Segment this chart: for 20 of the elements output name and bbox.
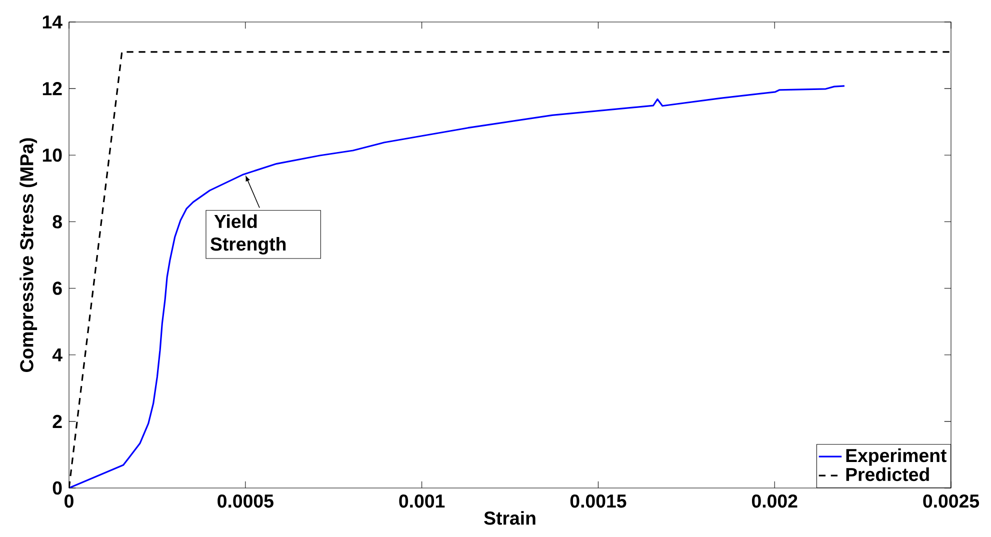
y-tick-label: 4 bbox=[52, 348, 62, 362]
y-tick-label: 6 bbox=[52, 282, 62, 295]
y-tick-label: 2 bbox=[52, 414, 62, 428]
y-tick-label: 0 bbox=[52, 481, 62, 495]
x-tick-label: 0.0015 bbox=[570, 494, 626, 508]
line-series bbox=[69, 85, 846, 488]
legend-label: Predicted bbox=[846, 467, 929, 482]
annotation: Yield Strength bbox=[210, 214, 286, 254]
x-tick-label: 0.0025 bbox=[923, 494, 980, 508]
y-tick-label: 14 bbox=[42, 16, 62, 28]
x-tick-label: 0 bbox=[64, 494, 74, 508]
y-tick-label: 10 bbox=[42, 148, 62, 162]
x-axis-title: Strain bbox=[484, 511, 536, 525]
x-tick-label: 0.0005 bbox=[218, 494, 274, 508]
x-tick-label: 0.002 bbox=[752, 494, 798, 508]
legend-label: Experiment bbox=[846, 448, 946, 466]
y-tick-label: 12 bbox=[42, 82, 62, 96]
y-tick-label: 8 bbox=[52, 215, 62, 228]
y-axis-title: Compressive Stress (MPa) bbox=[20, 138, 38, 372]
x-tick-label: 0.001 bbox=[399, 494, 445, 508]
